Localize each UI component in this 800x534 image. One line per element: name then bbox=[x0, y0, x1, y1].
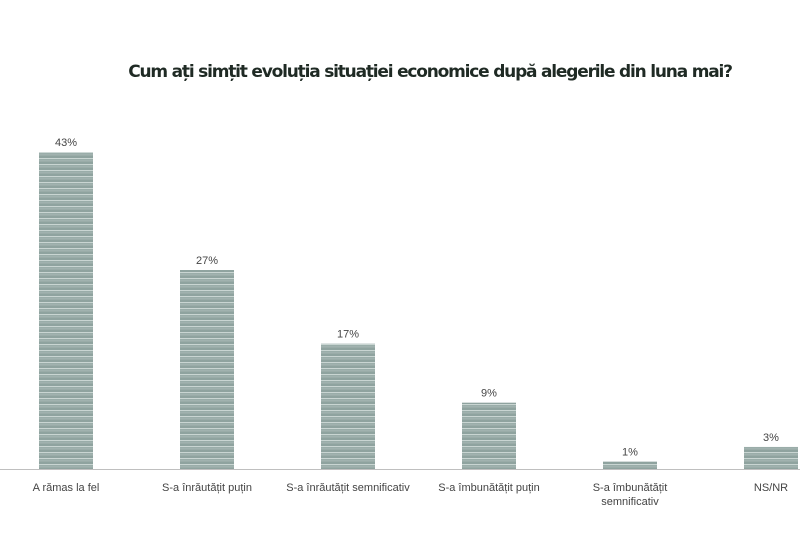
data-label: 43% bbox=[55, 137, 77, 149]
category-label: NS/NR bbox=[754, 482, 788, 494]
bar bbox=[321, 343, 375, 469]
category-label: S-a înrăutățit puțin bbox=[162, 482, 252, 494]
category-label: S-a îmbunătățit puțin bbox=[438, 482, 540, 494]
data-label: 3% bbox=[763, 432, 779, 444]
bar bbox=[462, 402, 516, 469]
category-label: S-a îmbunătățit semnificativ bbox=[593, 482, 668, 508]
bar bbox=[39, 152, 93, 469]
category-label: A rămas la fel bbox=[33, 482, 100, 494]
data-label: 9% bbox=[481, 388, 497, 400]
data-label: 1% bbox=[622, 447, 638, 459]
bar bbox=[180, 270, 234, 469]
bar bbox=[744, 446, 798, 469]
category-label: S-a înrăutățit semnificativ bbox=[286, 482, 410, 494]
chart-title: Cum ați simțit evoluția situației econom… bbox=[128, 62, 733, 82]
data-label: 27% bbox=[196, 255, 218, 267]
data-label: 17% bbox=[337, 329, 359, 341]
bar bbox=[603, 461, 657, 469]
